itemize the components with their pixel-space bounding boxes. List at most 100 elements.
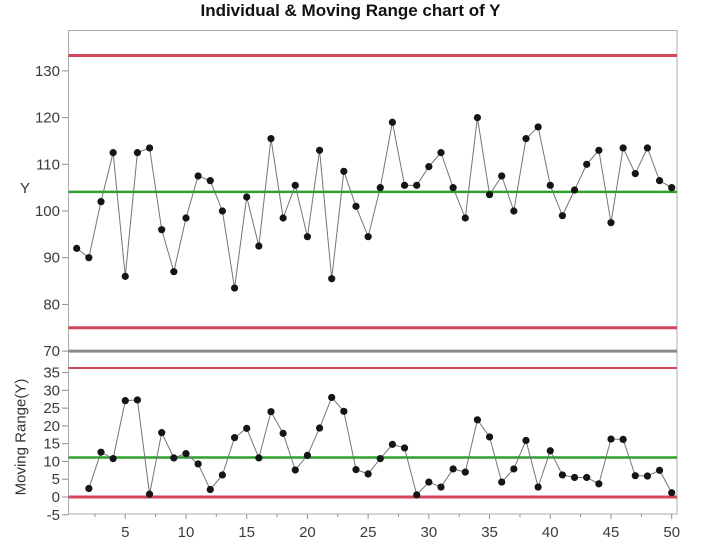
individuals-point[interactable] (400, 181, 409, 189)
mr-point[interactable] (352, 466, 360, 474)
mr-point[interactable] (607, 435, 615, 443)
mr-point[interactable] (85, 484, 93, 493)
mr-point[interactable] (668, 489, 676, 497)
individuals-point[interactable] (291, 181, 299, 189)
mr-point[interactable] (194, 460, 202, 468)
individuals-point[interactable] (388, 118, 397, 126)
mr-point[interactable] (364, 470, 372, 478)
individuals-point[interactable] (631, 170, 639, 178)
individuals-point[interactable] (449, 184, 457, 192)
mr-point[interactable] (498, 478, 506, 486)
individuals-point[interactable] (243, 193, 251, 201)
mr-point[interactable] (158, 429, 166, 437)
individuals-point[interactable] (145, 144, 154, 152)
individuals-point[interactable] (194, 172, 202, 180)
mr-point[interactable] (619, 435, 627, 444)
individuals-point[interactable] (206, 177, 214, 185)
individuals-point[interactable] (279, 214, 287, 222)
individuals-point[interactable] (655, 177, 664, 185)
mr-point[interactable] (206, 485, 214, 494)
mr-point[interactable] (388, 440, 397, 448)
mr-point[interactable] (303, 451, 312, 460)
individuals-point[interactable] (583, 160, 591, 168)
individuals-point[interactable] (510, 207, 518, 215)
individuals-point[interactable] (182, 214, 190, 222)
individuals-point[interactable] (461, 214, 469, 222)
mr-point[interactable] (485, 433, 494, 441)
individuals-point[interactable] (595, 146, 603, 154)
mr-point[interactable] (145, 490, 154, 498)
mr-point[interactable] (425, 478, 433, 486)
individuals-point[interactable] (546, 181, 554, 189)
individuals-point[interactable] (267, 135, 275, 143)
individuals-point[interactable] (73, 244, 81, 252)
mr-point[interactable] (340, 407, 348, 415)
individuals-point[interactable] (328, 275, 336, 283)
individuals-point[interactable] (485, 191, 494, 199)
mr-point[interactable] (534, 483, 542, 491)
individuals-point[interactable] (97, 198, 105, 206)
individuals-point[interactable] (643, 144, 652, 152)
individuals-point[interactable] (607, 219, 615, 227)
individuals-point[interactable] (230, 284, 239, 292)
mr-point[interactable] (631, 472, 639, 480)
mr-point[interactable] (595, 480, 603, 488)
mr-point[interactable] (546, 447, 554, 455)
individuals-point[interactable] (85, 254, 93, 262)
mr-point[interactable] (655, 466, 664, 474)
individuals-point[interactable] (437, 149, 445, 157)
mr-point[interactable] (315, 424, 324, 432)
individuals-point[interactable] (158, 226, 166, 234)
individuals-point[interactable] (425, 163, 433, 171)
individuals-point[interactable] (619, 144, 627, 152)
mr-point[interactable] (437, 483, 445, 491)
individuals-point[interactable] (109, 149, 117, 157)
individuals-point[interactable] (558, 212, 567, 220)
mr-point[interactable] (255, 454, 263, 462)
mr-point[interactable] (97, 448, 105, 456)
individuals-point[interactable] (121, 272, 129, 280)
mr-point[interactable] (449, 465, 457, 473)
mr-point[interactable] (583, 473, 591, 482)
mr-point[interactable] (461, 468, 469, 476)
mr-point[interactable] (643, 472, 652, 480)
individuals-point[interactable] (364, 233, 372, 241)
individuals-point[interactable] (255, 242, 263, 250)
mr-point[interactable] (218, 471, 227, 479)
mr-point[interactable] (267, 408, 275, 416)
individuals-point[interactable] (498, 172, 506, 180)
mr-point[interactable] (413, 491, 421, 499)
y-tick-label: 30 (43, 382, 60, 399)
individuals-point[interactable] (473, 114, 482, 122)
individuals-point[interactable] (413, 181, 421, 189)
individuals-point[interactable] (218, 207, 227, 215)
individuals-point[interactable] (570, 186, 579, 194)
mr-point[interactable] (121, 397, 129, 405)
mr-point[interactable] (230, 434, 239, 442)
mr-point[interactable] (170, 454, 178, 462)
individuals-point[interactable] (133, 149, 142, 157)
mr-point[interactable] (473, 416, 482, 424)
individuals-point[interactable] (522, 135, 530, 143)
individuals-point[interactable] (352, 202, 360, 210)
individuals-point[interactable] (340, 167, 348, 175)
individuals-point[interactable] (376, 184, 384, 192)
individuals-point[interactable] (315, 146, 324, 154)
individuals-point[interactable] (534, 123, 542, 131)
individuals-point[interactable] (668, 184, 676, 192)
mr-point[interactable] (328, 393, 336, 402)
mr-point[interactable] (133, 396, 142, 404)
mr-point[interactable] (570, 473, 579, 482)
mr-point[interactable] (243, 424, 251, 432)
mr-point[interactable] (376, 455, 384, 463)
mr-point[interactable] (522, 436, 530, 445)
mr-point[interactable] (279, 429, 287, 437)
mr-point[interactable] (109, 455, 117, 463)
individuals-point[interactable] (170, 268, 178, 276)
mr-point[interactable] (400, 444, 409, 452)
mr-point[interactable] (558, 471, 567, 479)
individuals-point[interactable] (303, 233, 312, 241)
mr-point[interactable] (291, 466, 299, 474)
mr-point[interactable] (510, 465, 518, 473)
mr-point[interactable] (182, 450, 190, 458)
